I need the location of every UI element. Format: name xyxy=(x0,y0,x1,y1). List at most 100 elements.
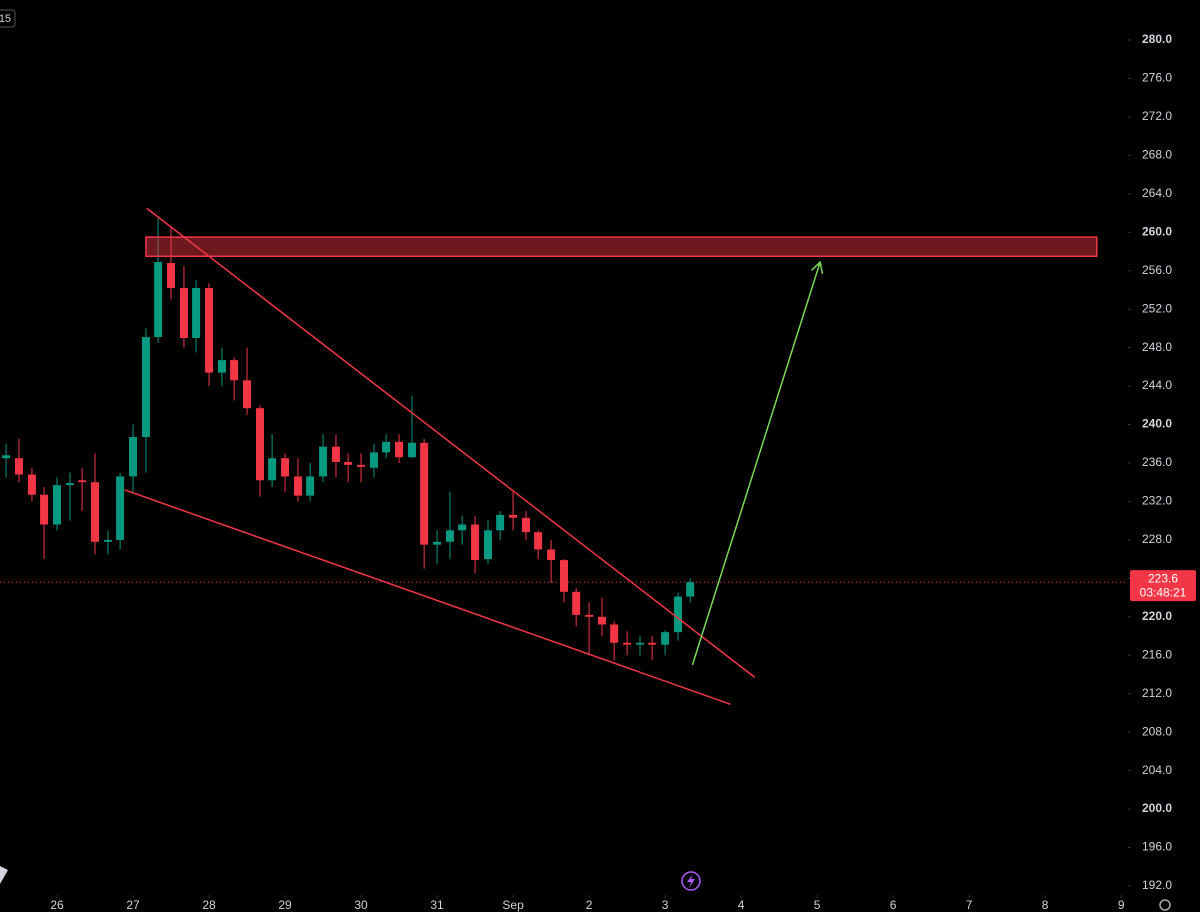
candle-body xyxy=(268,458,277,481)
candle-body xyxy=(344,462,353,465)
candle-body xyxy=(560,560,568,592)
y-tick-label: 260.0 xyxy=(1142,224,1172,238)
arrow-head xyxy=(810,260,824,274)
y-tick-label: 196.0 xyxy=(1142,840,1172,854)
candle-body xyxy=(458,524,467,531)
y-tick-label: 248.0 xyxy=(1142,340,1172,354)
y-tick-label: 200.0 xyxy=(1142,801,1172,815)
settings-icon[interactable] xyxy=(1159,899,1171,911)
candle-body xyxy=(420,442,429,545)
x-tick-label: 29 xyxy=(278,898,292,912)
candle-body xyxy=(369,452,378,468)
x-tick-label: 3 xyxy=(662,898,669,912)
x-tick-label: 28 xyxy=(202,898,216,912)
candle-body xyxy=(154,262,163,338)
candle-body xyxy=(15,458,24,475)
y-tick-label: 268.0 xyxy=(1142,148,1172,162)
logo xyxy=(0,866,8,884)
y-tick-label: 236.0 xyxy=(1142,455,1172,469)
x-tick-label: 7 xyxy=(966,898,973,912)
y-tick-label: 272.0 xyxy=(1142,109,1172,123)
last-price-box xyxy=(1130,570,1196,602)
x-tick-label: 6 xyxy=(890,898,897,912)
countdown-label: 03:48:21 xyxy=(1140,585,1187,599)
candle-body xyxy=(27,474,36,495)
y-tick-label: 208.0 xyxy=(1142,724,1172,738)
candle-body xyxy=(192,288,201,339)
candle-body xyxy=(674,596,683,633)
y-tick-label: 276.0 xyxy=(1142,71,1172,85)
candle-body xyxy=(534,532,543,550)
x-tick-label: 31 xyxy=(430,898,444,912)
x-tick-label: 5 xyxy=(814,898,821,912)
x-tick-label: 27 xyxy=(126,898,140,912)
y-tick-label: 228.0 xyxy=(1142,532,1172,546)
candle-body xyxy=(407,442,416,458)
y-tick-label: 280.0 xyxy=(1142,32,1172,46)
candle-body xyxy=(496,514,505,531)
candle-body xyxy=(65,483,74,486)
candle-body xyxy=(433,541,442,545)
candle-body xyxy=(636,642,645,645)
y-tick-label: 204.0 xyxy=(1142,763,1172,777)
x-tick-label: 2 xyxy=(586,898,593,912)
candle-body xyxy=(230,360,239,381)
candle-body xyxy=(91,482,100,542)
candle-body xyxy=(521,517,530,533)
y-tick-label: 240.0 xyxy=(1142,417,1172,431)
y-tick-label: 192.0 xyxy=(1142,878,1172,892)
candle-body xyxy=(598,616,607,625)
candle-body xyxy=(243,380,252,409)
x-tick-label: Sep xyxy=(502,898,524,912)
candle-body xyxy=(661,632,670,645)
x-tick-label: 9 xyxy=(1118,898,1125,912)
lightning-bolt xyxy=(687,874,695,888)
candle-body xyxy=(331,446,340,463)
interval-label[interactable]: 15 xyxy=(0,13,11,25)
candle-body xyxy=(255,408,264,481)
candle-body xyxy=(167,263,176,289)
candle-body xyxy=(686,582,695,597)
lightning-icon[interactable] xyxy=(681,871,701,891)
candle-body xyxy=(217,360,226,373)
projection-arrow xyxy=(691,261,821,666)
candle-body xyxy=(610,624,619,643)
interval-box[interactable] xyxy=(0,9,16,28)
candle-body xyxy=(116,476,125,540)
y-tick-label: 244.0 xyxy=(1142,378,1172,392)
candle-body xyxy=(585,614,594,617)
x-tick-label: 4 xyxy=(738,898,745,912)
y-tick-label: 232.0 xyxy=(1142,494,1172,508)
x-tick-label: 30 xyxy=(354,898,368,912)
candle-body xyxy=(103,539,112,542)
resistance-zone xyxy=(145,236,1098,258)
candle-body xyxy=(205,288,214,373)
candle-body xyxy=(281,458,290,477)
candle-body xyxy=(53,485,62,525)
trendline xyxy=(124,489,731,705)
candle-body xyxy=(2,455,11,459)
candle-body xyxy=(483,530,492,560)
y-tick-label: 220.0 xyxy=(1142,609,1172,623)
x-tick-label: 26 xyxy=(50,898,64,912)
y-tick-label: 252.0 xyxy=(1142,301,1172,315)
y-tick-label: 256.0 xyxy=(1142,263,1172,277)
candle-body xyxy=(141,337,150,438)
candle-body xyxy=(471,524,480,561)
candle-body xyxy=(293,476,302,496)
trendline xyxy=(146,207,756,678)
candle-body xyxy=(623,642,632,645)
y-tick-label: 212.0 xyxy=(1142,686,1172,700)
candle-body xyxy=(547,549,556,561)
candle-body xyxy=(445,530,454,542)
candle-body xyxy=(78,480,87,483)
y-tick-label: 216.0 xyxy=(1142,647,1172,661)
candle-body xyxy=(382,441,391,453)
candle-body xyxy=(572,591,581,615)
candle-body xyxy=(395,441,404,458)
candle-body xyxy=(306,476,315,496)
candle-body xyxy=(40,494,49,525)
